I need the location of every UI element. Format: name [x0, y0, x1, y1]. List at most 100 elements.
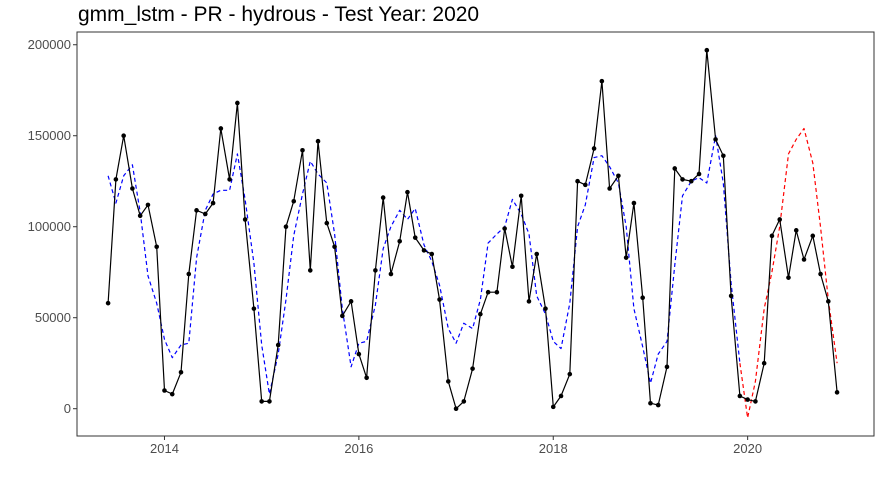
data-point [348, 299, 354, 304]
data-point [364, 375, 369, 381]
data-point [202, 211, 208, 217]
data-point [332, 244, 337, 250]
data-point [275, 342, 281, 348]
data-point [494, 289, 500, 295]
data-point [534, 251, 540, 257]
data-point [145, 202, 151, 208]
data-point [599, 78, 605, 84]
data-point [218, 126, 224, 131]
data-point [826, 299, 831, 304]
data-point [623, 255, 629, 260]
data-point [485, 289, 491, 295]
y-axis: 0 50000 100000 150000 200000 [28, 37, 77, 416]
data-point [324, 220, 330, 226]
data-point [761, 360, 767, 366]
data-point [283, 224, 289, 230]
data-point [178, 370, 184, 375]
data-point [259, 399, 264, 404]
data-point [251, 306, 257, 311]
data-point [721, 153, 726, 159]
data-point [437, 297, 442, 302]
x-tick-label: 2014 [150, 441, 179, 456]
data-point [137, 213, 143, 219]
data-point [834, 390, 840, 395]
x-axis: 2014 2016 2018 2020 [150, 436, 762, 456]
data-point [575, 178, 580, 184]
data-point [713, 137, 718, 142]
data-point [267, 399, 272, 404]
x-tick-label: 2016 [344, 441, 373, 456]
data-point [810, 233, 816, 239]
data-point [210, 200, 216, 206]
data-point [194, 208, 199, 213]
data-point [380, 195, 386, 200]
data-point [688, 178, 694, 184]
data-point [227, 177, 232, 182]
data-point [169, 391, 175, 397]
data-point [777, 217, 783, 222]
data-point [461, 399, 467, 404]
data-point [453, 406, 459, 412]
y-tick-label: 50000 [35, 310, 71, 325]
data-point [162, 388, 167, 393]
data-point [543, 306, 548, 311]
data-point [470, 366, 475, 371]
y-tick-label: 0 [64, 401, 71, 416]
data-point [412, 235, 418, 240]
data-point [680, 177, 685, 182]
y-tick-label: 200000 [28, 37, 71, 52]
data-point [655, 402, 661, 408]
data-point [242, 217, 248, 222]
data-point [315, 138, 321, 144]
data-point [728, 293, 734, 299]
data-point [591, 146, 597, 151]
data-point [405, 189, 410, 195]
data-point [130, 186, 135, 191]
data-point [388, 271, 394, 277]
data-point [526, 299, 532, 304]
data-point [583, 182, 588, 188]
data-point [607, 186, 612, 191]
data-point [445, 379, 451, 384]
plot-panel [76, 31, 875, 437]
data-point [818, 271, 823, 277]
data-point [640, 295, 645, 300]
data-point [745, 397, 750, 402]
data-point [105, 300, 111, 306]
data-point [558, 393, 564, 399]
data-point [801, 257, 807, 262]
data-point [664, 364, 670, 370]
x-tick-label: 2018 [539, 441, 568, 456]
data-point [186, 271, 192, 277]
data-point [648, 400, 653, 406]
data-point [518, 193, 524, 199]
data-point [340, 313, 345, 319]
data-point [704, 47, 710, 53]
data-point [631, 200, 637, 206]
data-point [567, 371, 573, 377]
data-point [121, 133, 126, 139]
data-point [502, 226, 507, 231]
data-point [154, 244, 159, 250]
data-point [753, 399, 758, 404]
y-tick-label: 150000 [28, 128, 71, 143]
data-point [429, 251, 435, 257]
data-point [696, 171, 702, 177]
data-point [291, 198, 297, 204]
data-point [113, 177, 119, 182]
series-line-2 [739, 127, 838, 419]
data-point [397, 238, 402, 244]
data-point [550, 404, 556, 410]
data-point [373, 268, 378, 273]
chart-title: gmm_lstm - PR - hydrous - Test Year: 202… [78, 3, 479, 26]
data-point [478, 311, 483, 317]
data-point [356, 351, 362, 357]
data-point [616, 173, 621, 179]
series-layer [105, 47, 840, 419]
data-point [672, 166, 678, 171]
data-point [769, 233, 775, 239]
x-tick-label: 2020 [733, 441, 762, 456]
y-tick-label: 100000 [28, 219, 71, 234]
data-point [510, 264, 515, 270]
